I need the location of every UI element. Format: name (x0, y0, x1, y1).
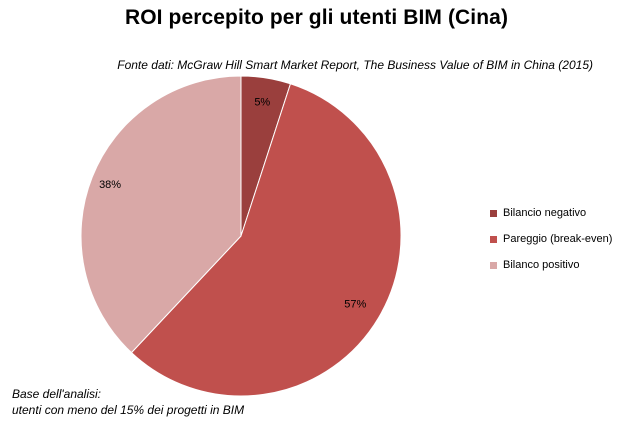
legend-item-positivo: Bilanco positivo (490, 256, 612, 274)
legend-item-negativo: Bilancio negativo (490, 204, 612, 222)
chart-title: ROI percepito per gli utenti BIM (Cina) (124, 6, 509, 29)
chart-source: Fonte dati: McGraw Hill Smart Market Rep… (117, 58, 593, 72)
legend-item-pareggio: Pareggio (break-even) (490, 230, 612, 248)
pie-slice (80, 75, 242, 354)
legend-label: Bilancio negativo (503, 207, 587, 219)
slice-data-label: 5% (254, 97, 270, 109)
slice-data-label: 38% (99, 179, 121, 191)
legend-swatch (490, 209, 497, 217)
chart-footnote: Base dell'analisi: utenti con meno del 1… (12, 386, 244, 418)
slice-data-label: 57% (344, 299, 366, 311)
legend-swatch (490, 235, 497, 243)
footnote-line-2: utenti con meno del 15% dei progetti in … (12, 403, 245, 417)
legend: Bilancio negativo Pareggio (break-even) … (490, 204, 612, 282)
footnote-line-1: Base dell'analisi: (12, 387, 102, 401)
legend-label: Bilanco positivo (503, 259, 580, 271)
legend-swatch (490, 261, 497, 269)
legend-label: Pareggio (break-even) (503, 233, 613, 245)
pie-slice (130, 83, 402, 397)
